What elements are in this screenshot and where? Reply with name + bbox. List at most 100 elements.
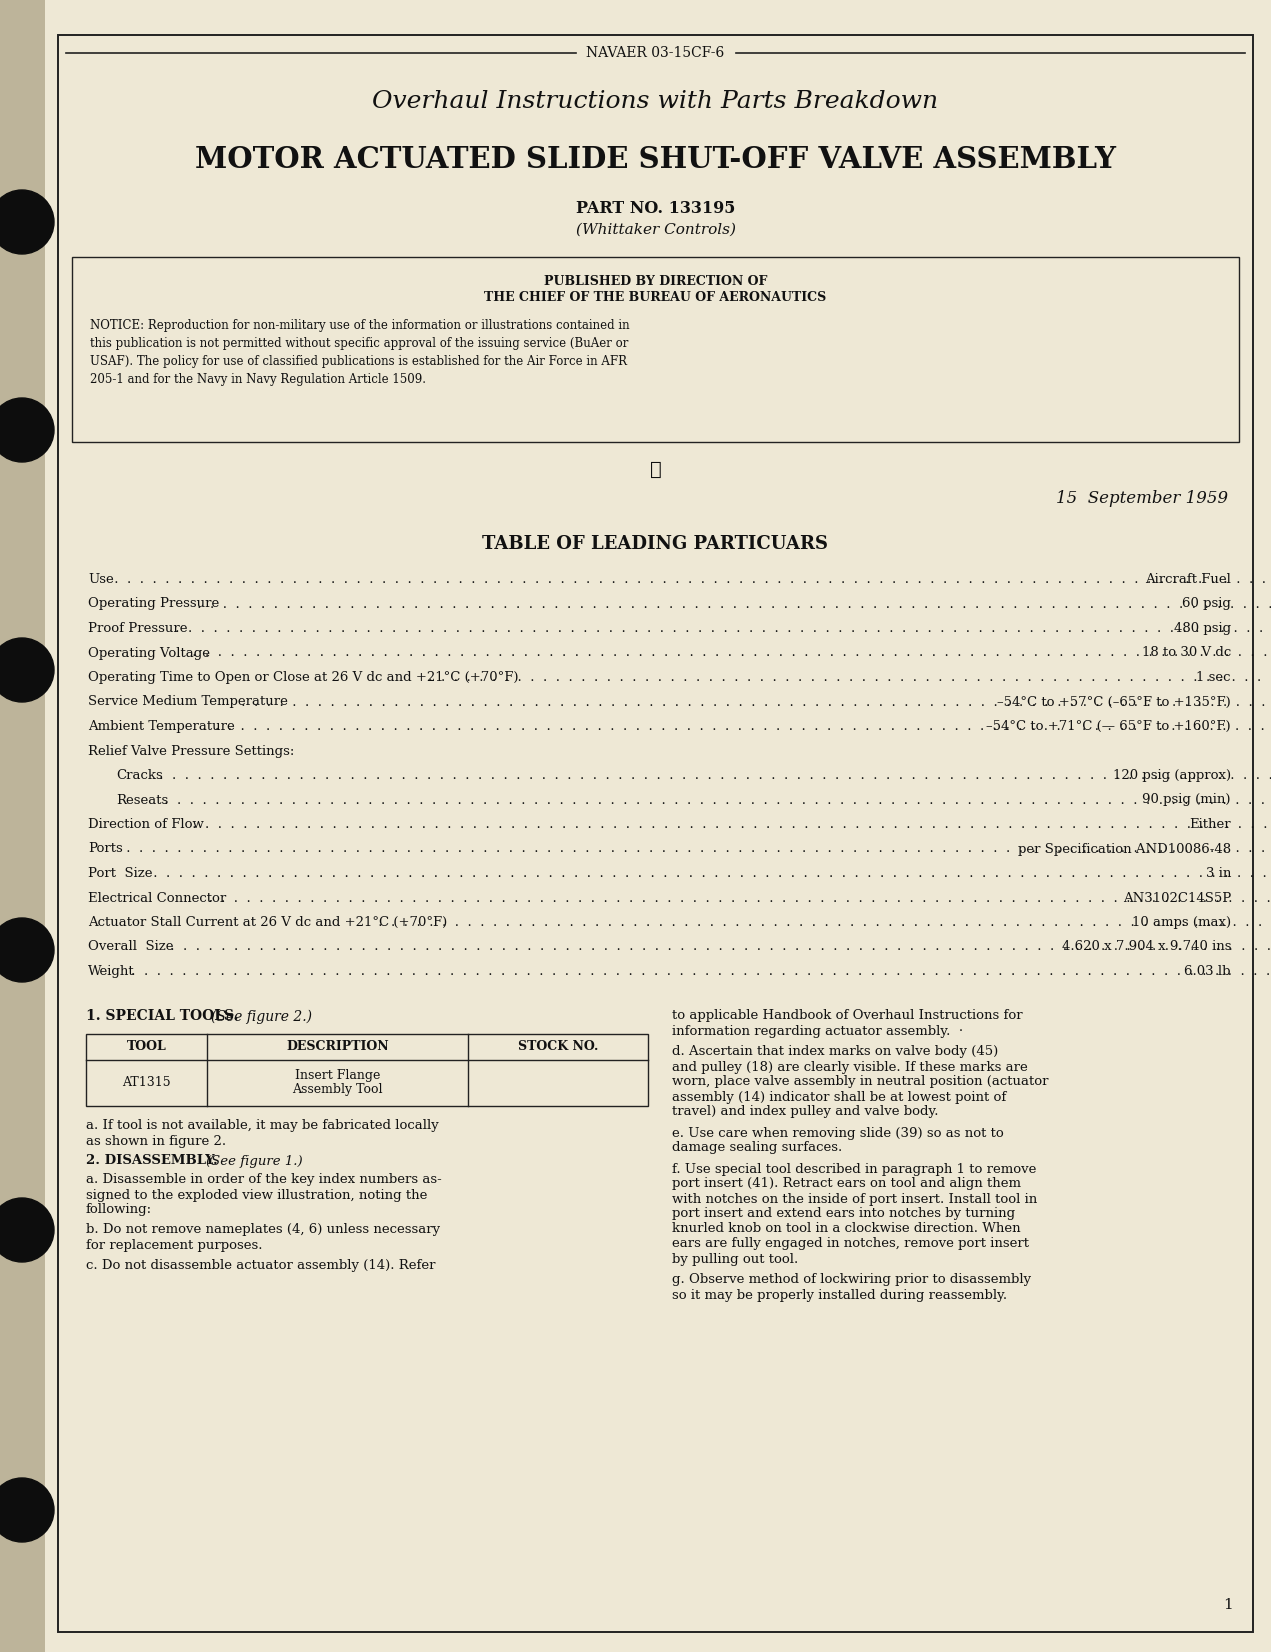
Text: information regarding actuator assembly.  ·: information regarding actuator assembly.…: [672, 1024, 963, 1037]
Text: g. Observe method of lockwiring prior to disassembly: g. Observe method of lockwiring prior to…: [672, 1274, 1031, 1287]
Text: d. Ascertain that index marks on valve body (45): d. Ascertain that index marks on valve b…: [672, 1046, 998, 1059]
Text: .  .  .  .  .  .  .  .  .  .  .  .  .  .  .  .  .  .  .  .  .  .  .  .  .  .  . : . . . . . . . . . . . . . . . . . . . . …: [375, 915, 1271, 928]
Text: (See figure 1.): (See figure 1.): [206, 1155, 302, 1168]
Text: 480 psig: 480 psig: [1174, 623, 1232, 634]
Text: .  .  .  .  .  .  .  .  .  .  .  .  .  .  .  .  .  .  .  .  .  .  .  .  .  .  . : . . . . . . . . . . . . . . . . . . . . …: [122, 843, 1271, 856]
Text: Weight: Weight: [88, 965, 135, 978]
Text: MOTOR ACTUATED SLIDE SHUT-OFF VALVE ASSEMBLY: MOTOR ACTUATED SLIDE SHUT-OFF VALVE ASSE…: [194, 145, 1116, 173]
Text: assembly (14) indicator shall be at lowest point of: assembly (14) indicator shall be at lowe…: [672, 1090, 1007, 1104]
Text: .  .  .  .  .  .  .  .  .  .  .  .  .  .  .  .  .  .  .  .  .  .  .  .  .  .  . : . . . . . . . . . . . . . . . . . . . . …: [155, 768, 1271, 781]
Text: Insert Flange
Assembly Tool: Insert Flange Assembly Tool: [292, 1069, 383, 1097]
Text: to applicable Handbook of Overhaul Instructions for: to applicable Handbook of Overhaul Instr…: [672, 1009, 1023, 1023]
Text: knurled knob on tool in a clockwise direction. When: knurled knob on tool in a clockwise dire…: [672, 1222, 1021, 1236]
Text: by pulling out tool.: by pulling out tool.: [672, 1252, 798, 1265]
Text: Use: Use: [88, 573, 113, 586]
Text: Overhaul Instructions with Parts Breakdown: Overhaul Instructions with Parts Breakdo…: [372, 89, 938, 112]
Text: with notches on the inside of port insert. Install tool in: with notches on the inside of port inser…: [672, 1193, 1037, 1206]
Text: .  .  .  .  .  .  .  .  .  .  .  .  .  .  .  .  .  .  .  .  .  .  .  .  .  .  . : . . . . . . . . . . . . . . . . . . . . …: [193, 598, 1271, 611]
Bar: [86, 1034, 648, 1105]
Text: –54°C to +71°C (— 65°F to +160°F): –54°C to +71°C (— 65°F to +160°F): [986, 720, 1232, 733]
Text: Overall  Size: Overall Size: [88, 940, 174, 953]
Text: USAF). The policy for use of classified publications is established for the Air : USAF). The policy for use of classified …: [90, 355, 627, 368]
Text: and pulley (18) are clearly visible. If these marks are: and pulley (18) are clearly visible. If …: [672, 1061, 1028, 1074]
Text: port insert and extend ears into notches by turning: port insert and extend ears into notches…: [672, 1208, 1016, 1221]
Text: c. Do not disassemble actuator assembly (14). Refer: c. Do not disassemble actuator assembly …: [86, 1259, 436, 1272]
Text: PUBLISHED BY DIRECTION OF: PUBLISHED BY DIRECTION OF: [544, 274, 768, 287]
Text: Electrical Connector: Electrical Connector: [88, 892, 226, 905]
Text: damage sealing surfaces.: damage sealing surfaces.: [672, 1142, 843, 1155]
Text: this publication is not permitted without specific approval of the issuing servi: this publication is not permitted withou…: [90, 337, 628, 350]
Text: Actuator Stall Current at 26 V dc and +21°C (+70°F): Actuator Stall Current at 26 V dc and +2…: [88, 915, 447, 928]
Text: .  .  .  .  .  .  .  .  .  .  .  .  .  .  .  .  .  .  .  .  .  .  .  .  .  .  . : . . . . . . . . . . . . . . . . . . . . …: [165, 940, 1271, 953]
Text: 15  September 1959: 15 September 1959: [1056, 491, 1228, 507]
Text: (See figure 2.): (See figure 2.): [211, 1009, 311, 1024]
Text: Direction of Flow: Direction of Flow: [88, 818, 203, 831]
Text: .  .  .  .  .  .  .  .  .  .  .  .  .  .  .  .  .  .  .  .  .  .  .  .  .  .  . : . . . . . . . . . . . . . . . . . . . . …: [149, 867, 1271, 881]
Text: .  .  .  .  .  .  .  .  .  .  .  .  .  .  .  .  .  .  .  .  .  .  .  .  .  .  . : . . . . . . . . . . . . . . . . . . . . …: [205, 892, 1271, 905]
Text: 10 amps (max): 10 amps (max): [1132, 915, 1232, 928]
Text: worn, place valve assembly in neutral position (actuator: worn, place valve assembly in neutral po…: [672, 1075, 1049, 1089]
Text: TABLE OF LEADING PARTICUARS: TABLE OF LEADING PARTICUARS: [483, 535, 829, 553]
Text: 1: 1: [1223, 1597, 1233, 1612]
Text: a. Disassemble in order of the key index numbers as-: a. Disassemble in order of the key index…: [86, 1173, 442, 1186]
Text: Operating Pressure: Operating Pressure: [88, 598, 220, 611]
Text: Reseats: Reseats: [116, 793, 168, 806]
Text: .  .  .  .  .  .  .  .  .  .  .  .  .  .  .  .  .  .  .  .  .  .  .  .  .  .  . : . . . . . . . . . . . . . . . . . . . . …: [160, 793, 1271, 806]
Text: 3 in: 3 in: [1206, 867, 1232, 881]
Text: 6.03 lb: 6.03 lb: [1185, 965, 1232, 978]
Text: TOOL: TOOL: [127, 1041, 167, 1052]
Text: Cracks: Cracks: [116, 768, 163, 781]
Bar: [72, 258, 1239, 443]
Text: .  .  .  .  .  .  .  .  .  .  .  .  .  .  .  .  .  .  .  .  .  .  .  .  .  .  . : . . . . . . . . . . . . . . . . . . . . …: [236, 695, 1271, 709]
Text: per Specification AND10086-48: per Specification AND10086-48: [1018, 843, 1232, 856]
Text: DESCRIPTION: DESCRIPTION: [286, 1041, 389, 1052]
Text: 2. DISASSEMBLY.: 2. DISASSEMBLY.: [86, 1155, 217, 1168]
Text: .  .  .  .  .  .  .  .  .  .  .  .  .  .  .  .  .  .  .  .  .  .  .  .  .  .  . : . . . . . . . . . . . . . . . . . . . . …: [111, 573, 1271, 586]
Text: Operating Time to Open or Close at 26 V dc and +21°C (+70°F): Operating Time to Open or Close at 26 V …: [88, 671, 519, 684]
Text: f. Use special tool described in paragraph 1 to remove: f. Use special tool described in paragra…: [672, 1163, 1036, 1176]
Text: (Whittaker Controls): (Whittaker Controls): [576, 223, 736, 236]
Text: so it may be properly installed during reassembly.: so it may be properly installed during r…: [672, 1289, 1007, 1302]
Text: NAVAER 03-15CF-6: NAVAER 03-15CF-6: [586, 46, 724, 59]
Text: Operating Voltage: Operating Voltage: [88, 646, 210, 659]
Text: Service Medium Temperature: Service Medium Temperature: [88, 695, 287, 709]
Text: NOTICE: Reproduction for non-military use of the information or illustrations co: NOTICE: Reproduction for non-military us…: [90, 319, 629, 332]
Text: 90 psig (min): 90 psig (min): [1143, 793, 1232, 806]
Text: following:: following:: [86, 1204, 153, 1216]
Text: .  .  .  .  .  .  .  .  .  .  .  .  .  .  .  .  .  .  .  .  .  .  .  .  .  .  . : . . . . . . . . . . . . . . . . . . . . …: [188, 646, 1271, 659]
Text: AN3102C14S5P: AN3102C14S5P: [1122, 892, 1232, 905]
Circle shape: [0, 638, 53, 702]
Circle shape: [0, 398, 53, 463]
Text: AT1315: AT1315: [122, 1075, 170, 1089]
Text: .  .  .  .  .  .  .  .  .  .  .  .  .  .  .  .  .  .  .  .  .  .  .  .  .  .  . : . . . . . . . . . . . . . . . . . . . . …: [127, 965, 1271, 978]
Text: Ambient Temperature: Ambient Temperature: [88, 720, 235, 733]
Text: for replacement purposes.: for replacement purposes.: [86, 1239, 263, 1252]
Text: Aircraft Fuel: Aircraft Fuel: [1145, 573, 1232, 586]
Text: a. If tool is not available, it may be fabricated locally: a. If tool is not available, it may be f…: [86, 1120, 438, 1133]
Text: .  .  .  .  .  .  .  .  .  .  .  .  .  .  .  .  .  .  .  .  .  .  .  .  .  .  . : . . . . . . . . . . . . . . . . . . . . …: [425, 671, 1271, 684]
Text: ears are fully engaged in notches, remove port insert: ears are fully engaged in notches, remov…: [672, 1237, 1030, 1251]
Text: Port  Size: Port Size: [88, 867, 153, 881]
Text: signed to the exploded view illustration, noting the: signed to the exploded view illustration…: [86, 1188, 427, 1201]
Text: Relief Valve Pressure Settings:: Relief Valve Pressure Settings:: [88, 745, 295, 758]
Text: b. Do not remove nameplates (4, 6) unless necessary: b. Do not remove nameplates (4, 6) unles…: [86, 1224, 440, 1236]
Text: 205-1 and for the Navy in Navy Regulation Article 1509.: 205-1 and for the Navy in Navy Regulatio…: [90, 373, 426, 387]
Text: 4.620 x 7.904 x 9.740 ins: 4.620 x 7.904 x 9.740 ins: [1061, 940, 1232, 953]
Text: Proof Pressure: Proof Pressure: [88, 623, 188, 634]
Text: ★: ★: [649, 461, 661, 479]
Text: PART NO. 133195: PART NO. 133195: [576, 200, 735, 216]
Text: 60 psig: 60 psig: [1182, 598, 1232, 611]
Text: STOCK NO.: STOCK NO.: [517, 1041, 599, 1052]
Text: 1. SPECIAL TOOLS.: 1. SPECIAL TOOLS.: [86, 1009, 239, 1024]
Text: .  .  .  .  .  .  .  .  .  .  .  .  .  .  .  .  .  .  .  .  .  .  .  .  .  .  . : . . . . . . . . . . . . . . . . . . . . …: [172, 623, 1271, 634]
Text: 18 to 30 V dc: 18 to 30 V dc: [1141, 646, 1232, 659]
Text: .  .  .  .  .  .  .  .  .  .  .  .  .  .  .  .  .  .  .  .  .  .  .  .  .  .  . : . . . . . . . . . . . . . . . . . . . . …: [198, 720, 1271, 733]
Text: 120 psig (approx): 120 psig (approx): [1113, 768, 1232, 781]
Circle shape: [0, 1479, 53, 1541]
Text: port insert (41). Retract ears on tool and align them: port insert (41). Retract ears on tool a…: [672, 1178, 1021, 1191]
Circle shape: [0, 190, 53, 254]
Text: –54°C to +57°C (–65°F to +135°F): –54°C to +57°C (–65°F to +135°F): [998, 695, 1232, 709]
Text: Ports: Ports: [88, 843, 123, 856]
Text: THE CHIEF OF THE BUREAU OF AERONAUTICS: THE CHIEF OF THE BUREAU OF AERONAUTICS: [484, 291, 826, 304]
Text: Either: Either: [1190, 818, 1232, 831]
